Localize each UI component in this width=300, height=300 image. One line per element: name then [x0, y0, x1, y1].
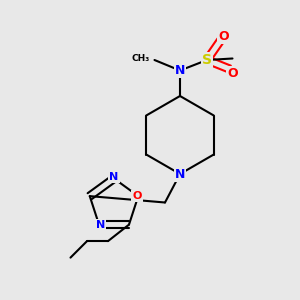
Text: S: S: [202, 53, 212, 67]
Text: CH₃: CH₃: [132, 54, 150, 63]
Text: O: O: [218, 29, 229, 43]
Text: N: N: [110, 172, 118, 182]
Text: N: N: [175, 167, 185, 181]
Text: N: N: [96, 220, 105, 230]
Text: N: N: [175, 64, 185, 77]
Text: O: O: [132, 191, 141, 201]
Text: O: O: [227, 67, 238, 80]
